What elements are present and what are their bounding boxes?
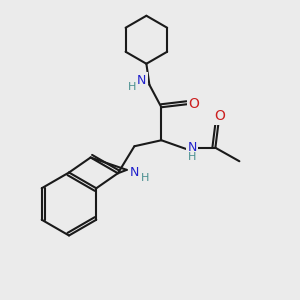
Text: O: O <box>188 97 199 111</box>
Text: N: N <box>137 74 147 87</box>
Text: H: H <box>141 173 149 183</box>
Text: H: H <box>128 82 136 92</box>
Text: N: N <box>130 167 140 179</box>
Text: N: N <box>188 141 197 154</box>
Text: O: O <box>214 109 225 123</box>
Text: H: H <box>188 152 196 162</box>
